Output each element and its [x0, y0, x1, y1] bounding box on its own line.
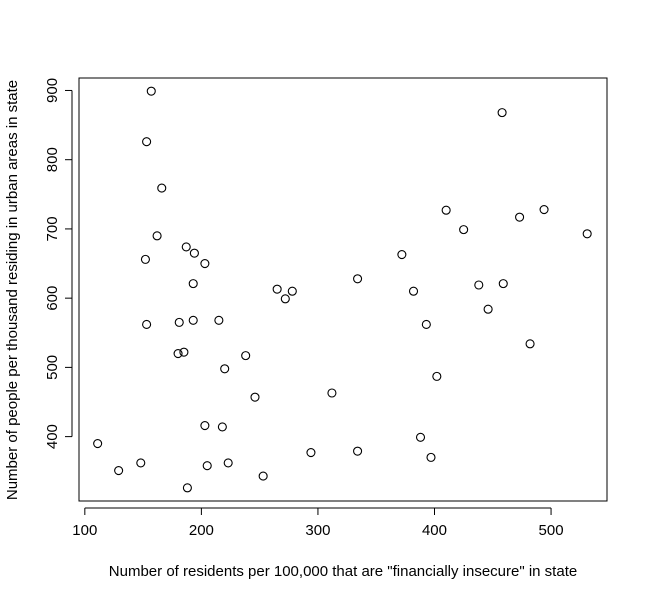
data-point — [223, 458, 233, 468]
y-tick-label: 900 — [44, 78, 61, 103]
data-point — [421, 319, 431, 330]
y-tick-label: 700 — [44, 216, 61, 241]
x-tick-label: 500 — [539, 522, 564, 539]
data-point — [241, 351, 251, 361]
y-axis-title: Number of people per thousand residing i… — [4, 80, 21, 500]
data-point — [200, 258, 210, 269]
y-tick-label: 600 — [44, 286, 61, 311]
data-point — [432, 371, 442, 381]
data-point — [397, 249, 407, 260]
data-point — [408, 286, 419, 296]
data-point — [353, 274, 363, 284]
x-tick-label: 300 — [305, 522, 330, 539]
data-points — [93, 86, 592, 493]
data-point — [174, 317, 184, 327]
data-point — [182, 483, 192, 493]
data-point — [287, 286, 297, 296]
plot-frame — [78, 77, 608, 502]
data-point — [539, 204, 549, 215]
data-point — [474, 280, 484, 290]
y-tick-label: 800 — [44, 147, 61, 172]
data-point — [426, 452, 436, 462]
data-point — [136, 458, 146, 468]
data-point — [140, 254, 150, 264]
x-tick-label: 400 — [422, 522, 447, 539]
data-point — [327, 388, 337, 398]
data-point — [181, 242, 191, 252]
y-tick-label: 400 — [44, 424, 61, 449]
data-point — [142, 319, 152, 330]
data-point — [179, 347, 189, 357]
data-point — [497, 108, 507, 118]
data-point — [188, 279, 198, 289]
data-point — [173, 348, 183, 359]
data-point — [152, 231, 162, 241]
data-point — [258, 471, 268, 481]
data-point — [498, 279, 508, 289]
data-point — [93, 438, 103, 449]
data-point — [280, 294, 290, 304]
x-axis: 100 200 300 400 500 — [72, 507, 564, 539]
data-point — [214, 315, 224, 325]
data-point — [483, 304, 493, 314]
data-point — [146, 86, 156, 96]
data-point — [306, 447, 316, 458]
data-point — [582, 229, 592, 239]
data-point — [441, 205, 451, 215]
data-point — [202, 461, 212, 471]
x-tick-label: 100 — [72, 522, 97, 539]
data-point — [142, 137, 152, 147]
x-axis-title: Number of residents per 100,000 that are… — [109, 563, 577, 580]
data-point — [217, 422, 227, 432]
data-point — [114, 465, 124, 476]
data-point — [250, 392, 260, 402]
data-point — [525, 339, 535, 349]
data-point — [188, 315, 198, 325]
data-point — [415, 432, 426, 442]
data-point — [515, 212, 525, 222]
data-point — [220, 364, 230, 374]
data-point — [353, 446, 363, 456]
y-axis: 400 500 600 700 800 900 — [44, 78, 73, 449]
data-point — [200, 420, 210, 431]
x-tick-label: 200 — [189, 522, 214, 539]
data-point — [189, 248, 199, 258]
data-point — [157, 183, 167, 193]
data-point — [272, 284, 282, 294]
y-tick-label: 500 — [44, 355, 61, 380]
data-point — [459, 225, 469, 235]
